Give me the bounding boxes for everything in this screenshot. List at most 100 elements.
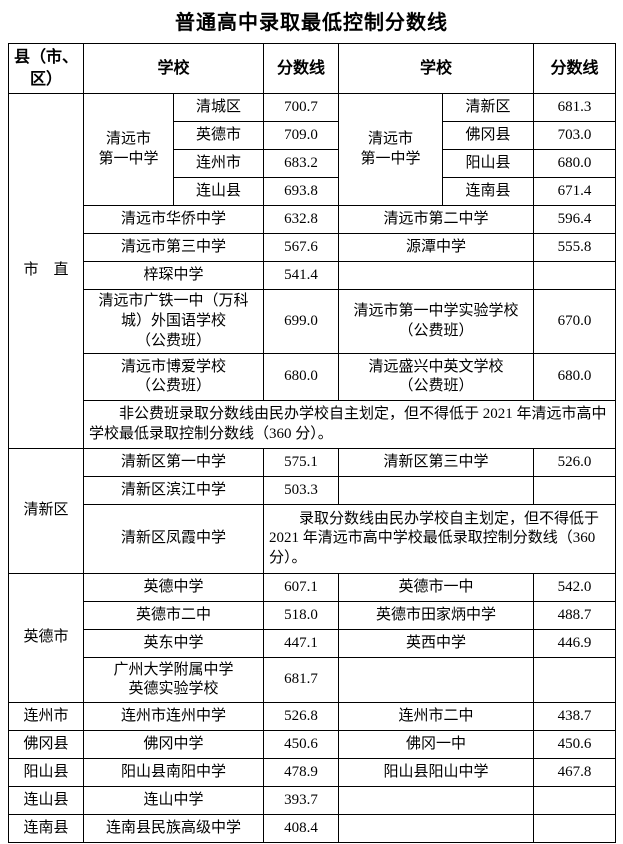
school-cell: 连州市二中 xyxy=(338,702,535,732)
score-cell: 567.6 xyxy=(263,233,340,262)
school-cell: 清远市第三中学 xyxy=(82,233,265,262)
table-row: 连山县 693.8 连南县 671.4 xyxy=(9,177,617,206)
note-cell: 录取分数线由民办学校自主划定，但不得低于 2021 年清远市高中学校最低录取控制… xyxy=(263,504,617,575)
score-cell: 596.4 xyxy=(533,205,617,234)
empty-cell xyxy=(338,786,535,816)
county-cell-lianshan: 连山县 xyxy=(8,786,84,816)
score-cell: 542.0 xyxy=(533,573,617,603)
score-cell: 526.0 xyxy=(533,448,617,478)
table-row: 广州大学附属中学 英德实验学校 681.7 xyxy=(9,657,617,704)
school-cell: 清远市 第一中学 xyxy=(83,93,174,206)
empty-cell xyxy=(533,786,617,816)
header-score-left: 分数线 xyxy=(263,43,340,94)
school-cell: 清新区滨江中学 xyxy=(82,476,265,506)
score-cell: 488.7 xyxy=(533,601,617,631)
score-cell: 607.1 xyxy=(263,573,340,603)
score-cell: 670.0 xyxy=(533,288,617,355)
district-cell: 阳山县 xyxy=(442,149,535,178)
school-cell: 清新区第三中学 xyxy=(338,448,535,478)
county-cell-fogang: 佛冈县 xyxy=(8,730,84,760)
school-cell: 英德中学 xyxy=(82,573,265,603)
header-school-right: 学校 xyxy=(338,43,535,94)
score-cell: 555.8 xyxy=(533,233,617,262)
score-cell: 681.7 xyxy=(263,657,340,704)
table-row: 清新区滨江中学 503.3 xyxy=(9,476,617,506)
school-cell: 英德市二中 xyxy=(82,601,265,631)
school-cell: 连州市连州中学 xyxy=(82,702,265,732)
empty-cell xyxy=(533,261,617,290)
school-cell: 清远市 第一中学 xyxy=(338,93,444,206)
district-cell: 连山县 xyxy=(172,177,265,206)
table-row: 非公费班录取分数线由民办学校自主划定，但不得低于 2021 年清远市高中学校最低… xyxy=(9,400,617,450)
table-row: 英德市二中 518.0 英德市田家炳中学 488.7 xyxy=(9,601,617,631)
school-cell: 佛冈一中 xyxy=(338,730,535,760)
table-row: 清新区凤霞中学 录取分数线由民办学校自主划定，但不得低于 2021 年清远市高中… xyxy=(9,504,617,575)
school-cell: 英西中学 xyxy=(338,629,535,659)
table-row: 阳山县 阳山县南阳中学 478.9 阳山县阳山中学 467.8 xyxy=(8,758,617,788)
school-cell: 阳山县南阳中学 xyxy=(82,758,265,788)
empty-cell xyxy=(338,261,535,290)
empty-cell xyxy=(338,814,535,844)
school-cell: 佛冈中学 xyxy=(82,730,265,760)
table-row: 英德市 英德中学 607.1 英德市一中 542.0 xyxy=(8,573,617,704)
table-row: 清远市博爱学校 （公费班） 680.0 清远盛兴中英文学校 （公费班） 680.… xyxy=(9,353,617,402)
score-cell: 467.8 xyxy=(533,758,617,788)
header-score-right: 分数线 xyxy=(533,43,617,94)
score-cell: 683.2 xyxy=(263,149,340,178)
county-cell-lianzhou: 连州市 xyxy=(8,702,84,732)
score-cell: 447.1 xyxy=(263,629,340,659)
school-cell: 清远市第二中学 xyxy=(338,205,535,234)
score-cell: 450.6 xyxy=(533,730,617,760)
table-row: 清新区 清新区第一中学 575.1 清新区第三中学 526.0 xyxy=(8,448,617,575)
score-cell: 541.4 xyxy=(263,261,340,290)
score-cell: 671.4 xyxy=(533,177,617,206)
table-row: 清远市华侨中学 632.8 清远市第二中学 596.4 xyxy=(9,205,617,234)
table-row: 梓琛中学 541.4 xyxy=(9,261,617,290)
empty-cell xyxy=(533,657,617,704)
county-cell-yingde: 英德市 xyxy=(8,573,84,704)
score-cell: 680.0 xyxy=(533,353,617,402)
empty-cell xyxy=(533,814,617,844)
page-title: 普通高中录取最低控制分数线 xyxy=(175,12,448,34)
school-cell: 清远市博爱学校 （公费班） xyxy=(82,353,265,402)
school-cell: 英东中学 xyxy=(82,629,265,659)
score-cell: 632.8 xyxy=(263,205,340,234)
school-cell: 清新区第一中学 xyxy=(82,448,265,478)
score-cell: 699.0 xyxy=(263,288,340,355)
district-cell: 连南县 xyxy=(442,177,535,206)
score-cell: 503.3 xyxy=(263,476,340,506)
school-cell: 清新区凤霞中学 xyxy=(82,504,265,575)
county-cell-shizhi: 市 直 xyxy=(8,92,84,450)
school-cell: 源潭中学 xyxy=(338,233,535,262)
table-row: 清远市第三中学 567.6 源潭中学 555.8 xyxy=(9,233,617,262)
score-cell: 408.4 xyxy=(263,814,340,844)
score-table: 县（市、区） 学校 分数线 学校 分数线 市 直 清远市 第一中学 清城区 70… xyxy=(8,43,617,844)
table-row: 清远市广铁一中（万科 城）外国语学校 （公费班） 699.0 清远市第一中学实验… xyxy=(9,288,617,355)
county-cell-liannan: 连南县 xyxy=(8,814,84,844)
school-cell: 英德市田家炳中学 xyxy=(338,601,535,631)
table-row: 连州市 683.2 阳山县 680.0 xyxy=(9,149,617,178)
district-cell: 连州市 xyxy=(172,149,265,178)
score-cell: 681.3 xyxy=(533,93,617,122)
score-cell: 709.0 xyxy=(263,121,340,150)
score-cell: 700.7 xyxy=(263,93,340,122)
school-cell: 清远盛兴中英文学校 （公费班） xyxy=(338,353,535,402)
score-cell: 680.0 xyxy=(263,353,340,402)
header-county: 县（市、区） xyxy=(8,43,84,94)
empty-cell xyxy=(533,476,617,506)
school-cell: 梓琛中学 xyxy=(82,261,265,290)
table-row: 市 直 清远市 第一中学 清城区 700.7 清远市 第一中学 清新区 681.… xyxy=(8,92,617,450)
school-cell: 清远市广铁一中（万科 城）外国语学校 （公费班） xyxy=(82,288,265,355)
empty-cell xyxy=(338,476,535,506)
score-cell: 680.0 xyxy=(533,149,617,178)
district-cell: 佛冈县 xyxy=(442,121,535,150)
score-cell: 438.7 xyxy=(533,702,617,732)
district-cell: 清新区 xyxy=(442,93,535,122)
school-cell: 阳山县阳山中学 xyxy=(338,758,535,788)
school-cell: 清远市第一中学实验学校 （公费班） xyxy=(338,288,535,355)
county-cell-yangshan: 阳山县 xyxy=(8,758,84,788)
score-cell: 518.0 xyxy=(263,601,340,631)
header-row: 县（市、区） 学校 分数线 学校 分数线 xyxy=(8,43,617,94)
score-cell: 446.9 xyxy=(533,629,617,659)
